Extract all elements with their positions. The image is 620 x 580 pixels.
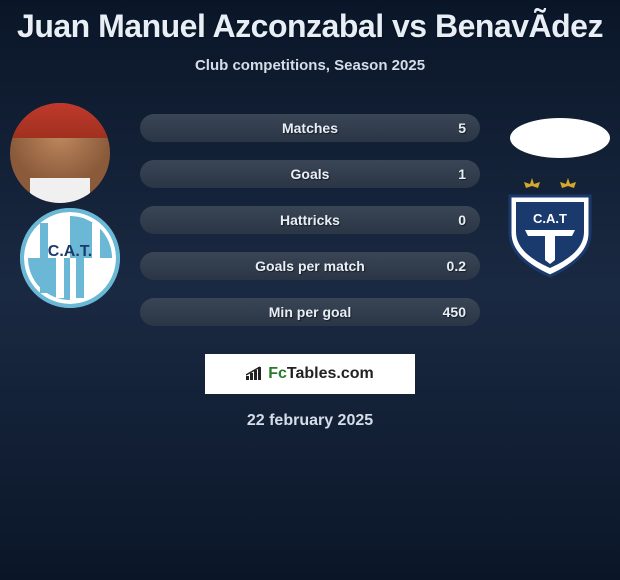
footer-brand[interactable]: FcTables.com [205,354,415,394]
stat-label: Goals [291,166,330,182]
brand-text: FcTables.com [268,365,374,383]
stat-row-goals: . Goals 1 [140,160,480,188]
chart-icon [246,366,264,383]
stat-label: Goals per match [255,258,365,274]
stat-label: Hattricks [280,212,340,228]
stat-rows: . Matches 5 . Goals 1 . Hattricks 0 . Go… [140,114,480,326]
stats-area: . Matches 5 . Goals 1 . Hattricks 0 . Go… [0,114,620,326]
page-title: Juan Manuel Azconzabal vs BenavÃ­dez [0,0,620,45]
stat-row-hattricks: . Hattricks 0 [140,206,480,234]
stat-label: Matches [282,120,338,136]
brand-prefix: Fc [268,365,287,382]
brand-suffix: Tables.com [287,365,374,382]
stat-row-min-per-goal: . Min per goal 450 [140,298,480,326]
stat-value: 0 [458,212,466,228]
subtitle: Club competitions, Season 2025 [0,57,620,74]
footer-date: 22 february 2025 [0,412,620,430]
stat-value: 0.2 [447,258,466,274]
stat-row-matches: . Matches 5 [140,114,480,142]
stat-label: Min per goal [269,304,351,320]
stat-value: 1 [458,166,466,182]
comparison-card: Juan Manuel Azconzabal vs BenavÃ­dez Clu… [0,0,620,580]
stat-value: 450 [443,304,466,320]
stat-value: 5 [458,120,466,136]
stat-row-goals-per-match: . Goals per match 0.2 [140,252,480,280]
